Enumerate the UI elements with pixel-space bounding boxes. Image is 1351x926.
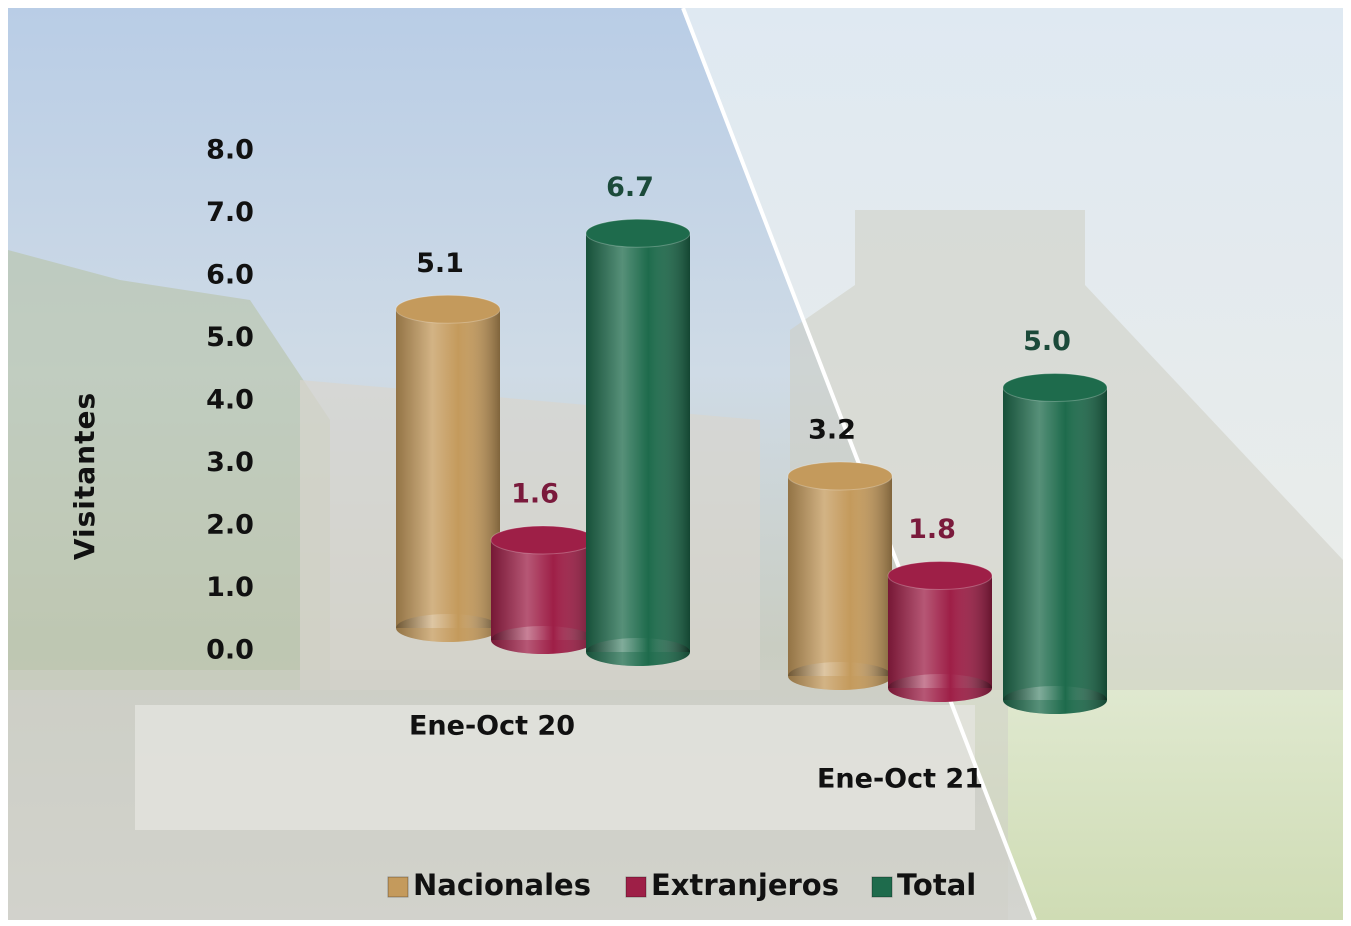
cylinder <box>490 525 596 654</box>
cylinder <box>787 461 893 690</box>
y-tick-label: 2.0 <box>206 510 254 541</box>
cylinder-bottom-shade <box>788 662 892 690</box>
legend-label: Nacionales <box>413 868 591 902</box>
bar-shade <box>586 233 690 652</box>
x-tick-label: Ene-Oct 21 <box>817 764 983 795</box>
cylinder-top <box>887 561 993 590</box>
cylinder-top <box>1002 373 1108 402</box>
cylinder-top <box>395 294 501 324</box>
y-tick-label: 3.0 <box>206 447 254 478</box>
bar-shade <box>396 309 500 628</box>
cylinder-top <box>490 525 596 555</box>
legend-label: Total <box>897 868 976 902</box>
bar-shade <box>888 575 992 688</box>
legend-swatch <box>387 876 409 898</box>
y-tick-label: 1.0 <box>206 572 254 603</box>
y-tick-label: 5.0 <box>206 322 254 353</box>
cylinder <box>887 561 993 702</box>
cylinder-top <box>787 461 893 491</box>
y-tick-label: 0.0 <box>206 635 254 666</box>
bar-shade <box>491 540 595 640</box>
y-tick-label: 4.0 <box>206 385 254 416</box>
cylinder <box>395 294 501 642</box>
legend-label: Extranjeros <box>651 868 839 902</box>
x-tick-label: Ene-Oct 20 <box>409 711 575 742</box>
value-label: 1.6 <box>511 479 559 510</box>
y-axis-title: Visitantes <box>68 392 101 560</box>
bar-shade <box>788 476 892 676</box>
cylinder-bottom-shade <box>888 674 992 702</box>
cylinder-bottom-shade <box>396 614 500 642</box>
cylinder-top <box>585 218 691 248</box>
value-label: 5.0 <box>1023 326 1071 357</box>
cylinder <box>585 218 691 666</box>
value-label: 3.2 <box>808 415 856 446</box>
value-label: 1.8 <box>908 514 956 545</box>
cylinder <box>1002 373 1108 714</box>
y-tick-label: 8.0 <box>206 135 254 166</box>
legend-swatch <box>625 876 647 898</box>
y-tick-label: 7.0 <box>206 197 254 228</box>
cylinder-bottom-shade <box>491 626 595 654</box>
value-label: 6.7 <box>606 172 654 203</box>
cylinder-bottom-shade <box>586 638 690 666</box>
y-tick-label: 6.0 <box>206 260 254 291</box>
cylinder-bottom-shade <box>1003 686 1107 714</box>
bar-shade <box>1003 387 1107 700</box>
legend-swatch <box>871 876 893 898</box>
value-label: 5.1 <box>416 248 464 279</box>
